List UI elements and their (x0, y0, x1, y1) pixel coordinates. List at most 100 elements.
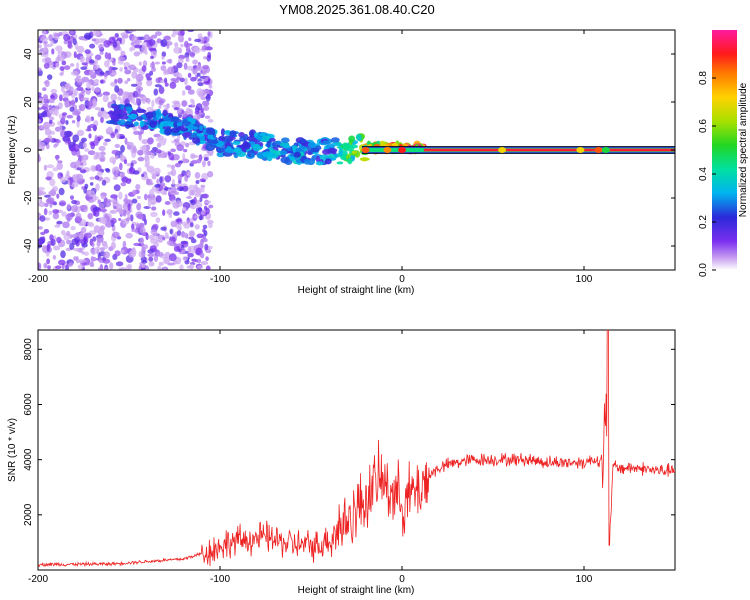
noise-speckle (194, 110, 200, 115)
noise-speckle (146, 78, 153, 87)
noise-speckle (207, 119, 214, 123)
noise-speckle (166, 209, 173, 215)
signal-blob (295, 147, 302, 154)
snr-series-line (38, 330, 675, 568)
noise-speckle (162, 104, 170, 108)
y-tick-label: 0 (23, 147, 34, 153)
noise-speckle (134, 39, 142, 44)
noise-speckle (114, 33, 120, 38)
signal-blob (165, 127, 172, 135)
noise-speckle (125, 217, 130, 222)
noise-speckle (43, 208, 48, 216)
noise-speckle (49, 178, 56, 187)
noise-speckle (197, 82, 204, 87)
noise-speckle (93, 65, 99, 70)
noise-speckle (110, 67, 118, 71)
noise-speckle (158, 261, 164, 266)
signal-blob (322, 140, 330, 145)
noise-speckle (87, 212, 94, 220)
noise-speckle (135, 97, 140, 105)
signal-blob (116, 119, 127, 126)
signal-blob (145, 111, 154, 120)
noise-speckle (38, 201, 46, 208)
noise-speckle (143, 150, 150, 156)
noise-speckle (156, 178, 160, 184)
colorbar-tick-label: 0.8 (698, 71, 709, 85)
noise-speckle (89, 43, 96, 49)
noise-speckle (88, 190, 96, 197)
noise-speckle (196, 88, 204, 96)
noise-speckle (139, 237, 145, 245)
noise-speckle (68, 86, 74, 94)
noise-speckle (166, 43, 170, 49)
noise-speckle (170, 148, 177, 153)
noise-speckle (177, 35, 185, 43)
noise-speckle (60, 250, 66, 259)
noise-speckle (122, 202, 129, 211)
signal-blob (269, 138, 276, 142)
noise-speckle (168, 253, 177, 262)
noise-speckle (111, 72, 117, 76)
noise-speckle (199, 196, 203, 202)
signal-blob (266, 140, 271, 148)
signal-blob (139, 120, 144, 128)
noise-speckle (96, 171, 103, 176)
snr-panel: -200 -100 0 100 2000 4000 6000 8000 Height of … (7, 329, 676, 596)
noise-speckle (76, 129, 85, 137)
signal-blob (220, 128, 226, 137)
noise-speckle (44, 128, 52, 136)
noise-speckle (131, 223, 135, 230)
noise-speckle (204, 76, 209, 82)
noise-speckle (162, 236, 166, 241)
noise-speckle (80, 66, 88, 70)
signal-blob (266, 153, 273, 162)
noise-speckle (42, 30, 47, 37)
noise-speckle (98, 203, 105, 209)
noise-speckle (78, 232, 85, 240)
noise-speckle (60, 176, 67, 183)
noise-speckle (126, 209, 130, 216)
noise-speckle (158, 99, 164, 106)
noise-speckle (146, 182, 154, 186)
noise-speckle (172, 30, 176, 35)
noise-speckle (141, 244, 149, 250)
signal-blob (118, 115, 129, 120)
noise-speckle (162, 191, 168, 196)
noise-speckle (42, 87, 47, 91)
noise-speckle (158, 86, 165, 95)
noise-speckle (129, 64, 136, 69)
noise-speckle (117, 77, 123, 84)
signal-blob (252, 143, 261, 152)
noise-speckle (174, 200, 183, 208)
noise-speckle (167, 188, 172, 193)
noise-speckle (133, 51, 140, 57)
noise-speckle (43, 229, 50, 234)
noise-speckle (81, 62, 88, 66)
noise-speckle (76, 86, 84, 91)
signal-blob (172, 132, 181, 136)
noise-speckle (43, 262, 48, 269)
noise-speckle (100, 107, 105, 112)
noise-speckle (174, 256, 182, 265)
signal-blob (239, 136, 247, 142)
noise-speckle (85, 56, 90, 65)
signal-blob (315, 161, 324, 166)
noise-speckle (138, 214, 144, 220)
noise-speckle (117, 56, 126, 62)
noise-speckle (190, 154, 199, 158)
signal-blob (232, 141, 241, 145)
signal-blob (241, 141, 252, 150)
noise-speckle (170, 168, 177, 177)
noise-speckle (66, 114, 74, 119)
noise-speckle (119, 67, 123, 72)
noise-speckle (174, 42, 179, 48)
noise-speckle (190, 205, 196, 210)
signal-blob (198, 125, 204, 131)
signal-blob (351, 150, 358, 154)
noise-speckle (148, 39, 156, 46)
noise-speckle (64, 100, 70, 108)
noise-speckle (59, 72, 64, 76)
noise-speckle (201, 89, 210, 95)
noise-speckle (88, 133, 92, 139)
noise-speckle (111, 231, 120, 238)
